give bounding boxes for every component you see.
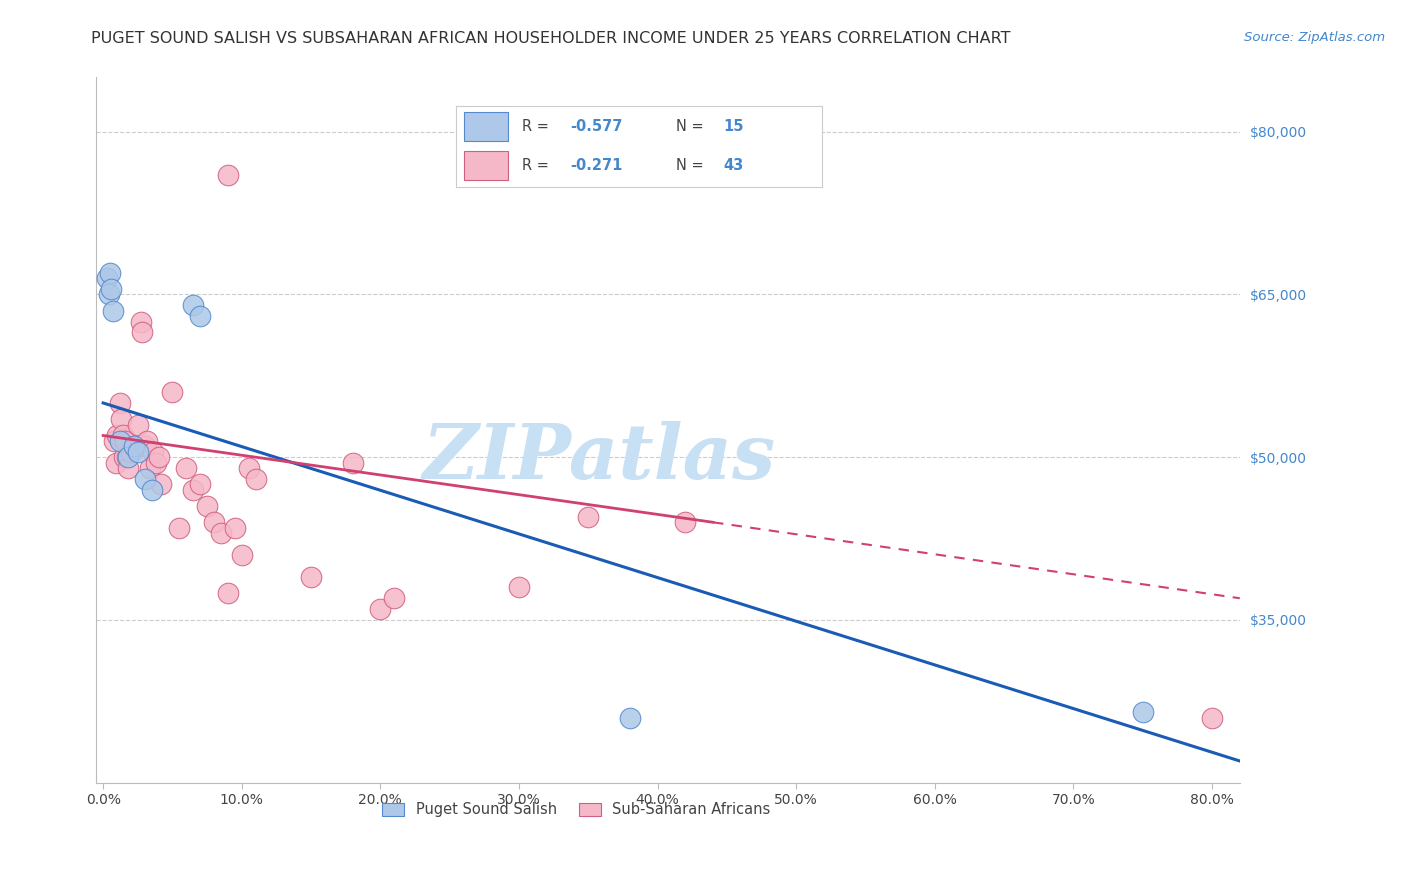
Point [299, 569, 322, 583]
Point [195, 499, 218, 513]
Point [117, 461, 139, 475]
Point [127, 444, 149, 458]
Point [101, 303, 124, 318]
Text: ZIPatlas: ZIPatlas [423, 421, 776, 495]
Point [202, 516, 225, 530]
Point [120, 444, 142, 458]
Point [110, 412, 132, 426]
Point [1201, 710, 1223, 724]
Point [342, 456, 364, 470]
Point [181, 298, 204, 312]
Point [108, 434, 131, 448]
Point [619, 710, 641, 724]
Point [111, 428, 134, 442]
Point [131, 326, 153, 340]
Point [122, 439, 145, 453]
Point [188, 309, 211, 323]
Point [105, 428, 128, 442]
Point [209, 526, 232, 541]
Point [224, 521, 246, 535]
Point [188, 477, 211, 491]
Point [127, 417, 149, 432]
Point [217, 586, 239, 600]
Point [134, 439, 156, 453]
Point [382, 591, 405, 606]
Point [673, 516, 696, 530]
Point [129, 314, 152, 328]
Point [1132, 705, 1154, 719]
Point [176, 461, 198, 475]
Point [136, 434, 159, 448]
Point [181, 483, 204, 497]
Point [103, 434, 125, 448]
Point [245, 472, 267, 486]
Point [162, 385, 184, 400]
Text: PUGET SOUND SALISH VS SUBSAHARAN AFRICAN HOUSEHOLDER INCOME UNDER 25 YEARS CORRE: PUGET SOUND SALISH VS SUBSAHARAN AFRICAN… [91, 31, 1011, 46]
Point [217, 168, 239, 182]
Point [508, 581, 530, 595]
Point [134, 472, 156, 486]
Point [108, 396, 131, 410]
Point [145, 456, 167, 470]
Point [122, 439, 145, 453]
Point [115, 450, 138, 465]
Point [139, 461, 162, 475]
Point [112, 450, 135, 465]
Point [169, 521, 191, 535]
Text: Source: ZipAtlas.com: Source: ZipAtlas.com [1244, 31, 1385, 45]
Point [114, 434, 136, 448]
Point [370, 602, 392, 616]
Point [141, 483, 163, 497]
Point [100, 282, 122, 296]
Point [97, 287, 120, 301]
Point [150, 477, 173, 491]
Point [238, 461, 260, 475]
Point [142, 444, 165, 458]
Point [104, 456, 127, 470]
Point [98, 266, 121, 280]
Point [117, 450, 139, 465]
Point [231, 548, 253, 562]
Point [576, 509, 599, 524]
Point [96, 271, 118, 285]
Point [148, 450, 170, 465]
Legend: Puget Sound Salish, Sub-Saharan Africans: Puget Sound Salish, Sub-Saharan Africans [375, 795, 778, 825]
